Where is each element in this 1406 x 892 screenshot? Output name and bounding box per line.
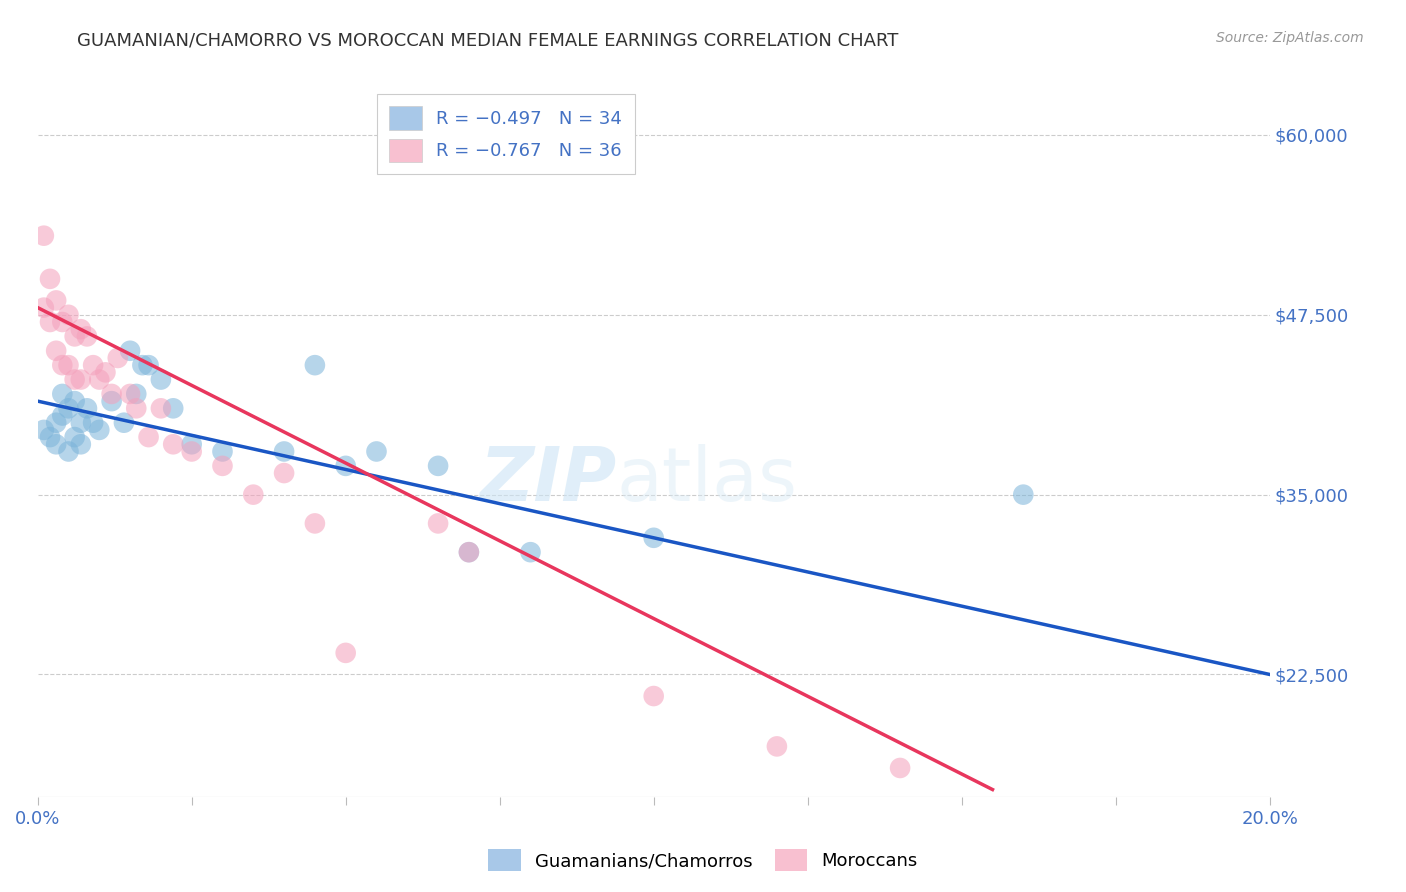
Point: [63, 430, 86, 444]
Point: [138, 430, 160, 444]
Point: [366, 444, 388, 458]
Text: GUAMANIAN/CHAMORRO VS MOROCCAN MEDIAN FEMALE EARNINGS CORRELATION CHART: GUAMANIAN/CHAMORRO VS MOROCCAN MEDIAN FE…: [77, 31, 898, 49]
Point: [69, 322, 91, 336]
Point: [63, 329, 86, 343]
Point: [162, 437, 184, 451]
Point: [51, 315, 73, 329]
Point: [131, 358, 153, 372]
Point: [32, 228, 55, 243]
Point: [51, 358, 73, 372]
Point: [51, 387, 73, 401]
Point: [69, 416, 91, 430]
Point: [45, 416, 67, 430]
Point: [211, 458, 233, 473]
Point: [643, 689, 665, 703]
Point: [427, 516, 450, 531]
Point: [82, 358, 104, 372]
Point: [58, 444, 80, 458]
Point: [120, 343, 142, 358]
Point: [63, 373, 86, 387]
Point: [45, 437, 67, 451]
Point: [162, 401, 184, 416]
Point: [211, 444, 233, 458]
Legend: R = −0.497   N = 34, R = −0.767   N = 36: R = −0.497 N = 34, R = −0.767 N = 36: [377, 94, 636, 174]
Point: [180, 437, 202, 451]
Point: [273, 466, 295, 480]
Point: [889, 761, 911, 775]
Point: [100, 387, 122, 401]
Point: [89, 373, 111, 387]
Point: [457, 545, 479, 559]
Point: [125, 401, 148, 416]
Point: [51, 409, 73, 423]
Point: [58, 308, 80, 322]
Point: [242, 488, 264, 502]
Point: [39, 272, 62, 286]
Point: [138, 358, 160, 372]
Point: [112, 416, 135, 430]
Point: [149, 401, 172, 416]
Point: [304, 516, 326, 531]
Text: Source: ZipAtlas.com: Source: ZipAtlas.com: [1216, 31, 1364, 45]
Point: [89, 423, 111, 437]
Point: [766, 739, 789, 754]
Point: [149, 373, 172, 387]
Point: [76, 329, 98, 343]
Point: [1012, 488, 1035, 502]
Point: [125, 387, 148, 401]
Point: [304, 358, 326, 372]
Point: [58, 401, 80, 416]
Point: [69, 437, 91, 451]
Text: atlas: atlas: [617, 443, 797, 516]
Point: [643, 531, 665, 545]
Point: [32, 423, 55, 437]
Point: [335, 458, 357, 473]
Point: [45, 293, 67, 308]
Point: [457, 545, 479, 559]
Point: [39, 315, 62, 329]
Point: [107, 351, 129, 365]
Point: [94, 365, 117, 379]
Point: [45, 343, 67, 358]
Point: [100, 394, 122, 409]
Point: [519, 545, 541, 559]
Point: [69, 373, 91, 387]
Point: [58, 358, 80, 372]
Point: [63, 394, 86, 409]
Point: [335, 646, 357, 660]
Point: [180, 444, 202, 458]
Point: [120, 387, 142, 401]
Point: [39, 430, 62, 444]
Point: [82, 416, 104, 430]
Text: ZIP: ZIP: [479, 443, 617, 516]
Point: [273, 444, 295, 458]
Point: [427, 458, 450, 473]
Point: [32, 301, 55, 315]
Point: [76, 401, 98, 416]
Legend: Guamanians/Chamorros, Moroccans: Guamanians/Chamorros, Moroccans: [481, 842, 925, 879]
